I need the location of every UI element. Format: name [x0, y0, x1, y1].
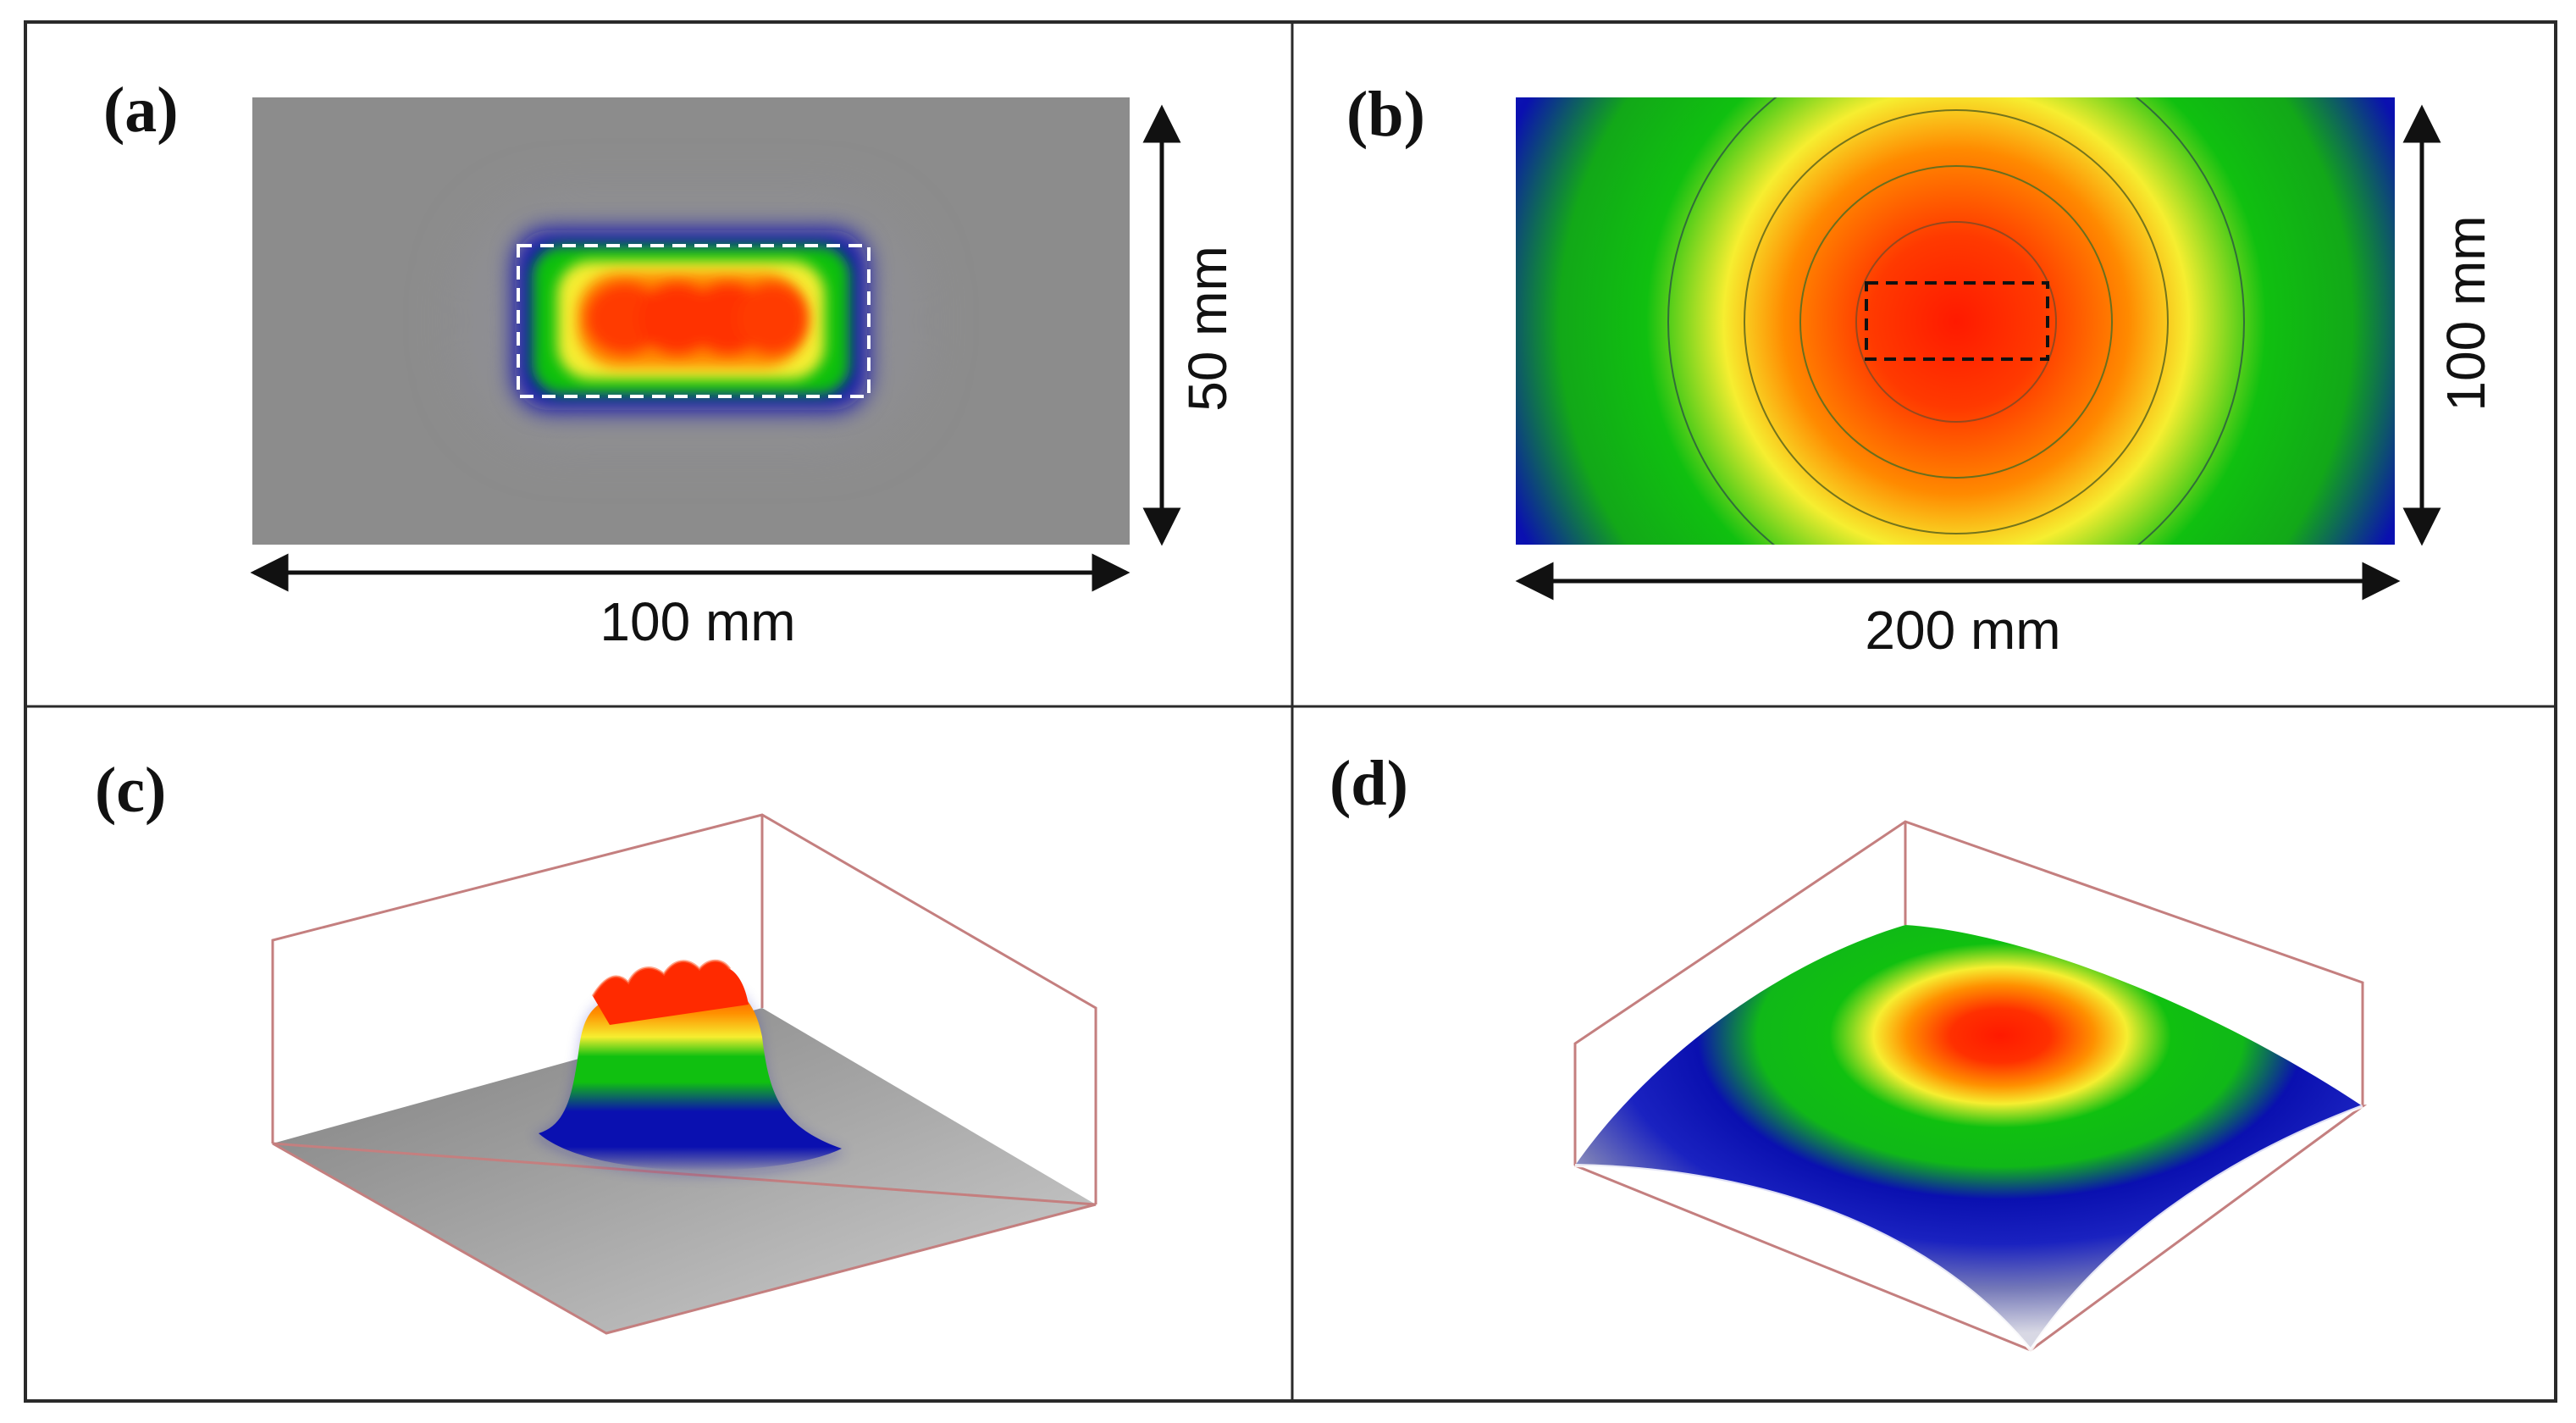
- panel-a-height-label: 50 mm: [1177, 246, 1238, 412]
- panel-b-label: (b): [1346, 79, 1425, 150]
- panel-c-bounding-box: [271, 813, 1097, 1204]
- panel-b-source-outline: [1865, 281, 2049, 361]
- panel-c-label: (c): [95, 755, 166, 826]
- panel-b-heatmap: [1516, 97, 2395, 545]
- panel-d-surface: [1574, 925, 2363, 1354]
- panel-a-heatmap: [252, 97, 1130, 545]
- panel-c: (c): [95, 755, 1097, 1335]
- panel-a-width-label: 100 mm: [600, 591, 795, 652]
- figure-border: [24, 20, 2557, 1403]
- panel-d: (d): [1329, 748, 2368, 1354]
- panel-b: (b) 100 mm 200 mm: [1346, 79, 2496, 661]
- panel-c-surface: [272, 959, 1097, 1335]
- panel-a-label: (a): [103, 75, 179, 146]
- panel-b-height-label: 100 mm: [2435, 215, 2496, 411]
- panel-a: (a) 50 mm 100 mm: [103, 75, 1238, 652]
- panel-b-width-label: 200 mm: [1865, 600, 2060, 661]
- panel-d-label: (d): [1329, 748, 1408, 819]
- panel-a-source-outline: [517, 244, 871, 398]
